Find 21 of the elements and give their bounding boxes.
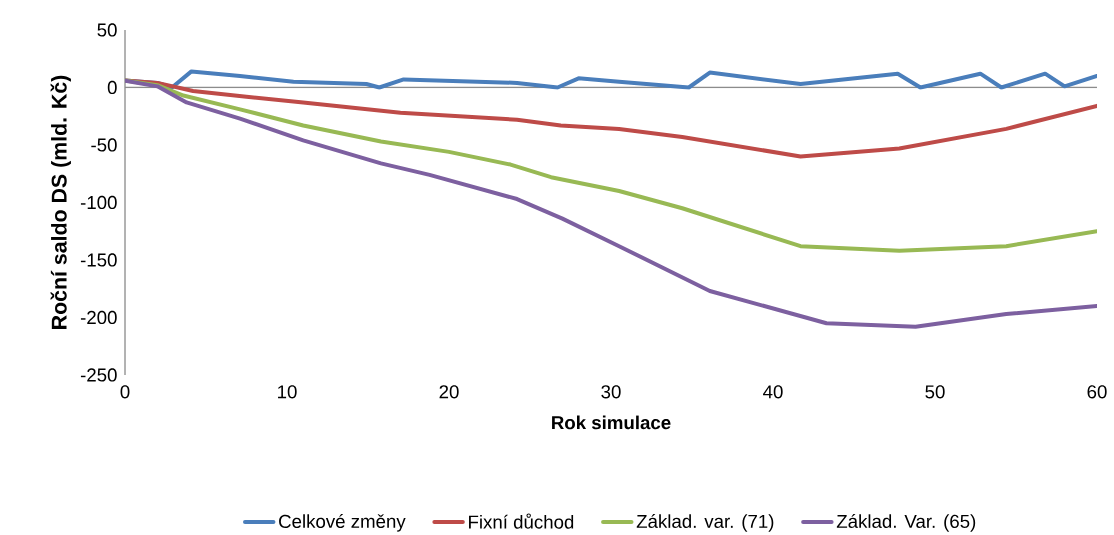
legend-label: Fixní důchod bbox=[469, 513, 574, 529]
y-tick-label: -50 bbox=[91, 138, 117, 152]
x-tick-label: 20 bbox=[439, 385, 459, 399]
legend-label: Celkové změny bbox=[279, 514, 406, 532]
y-tick-label: -200 bbox=[80, 310, 117, 325]
x-tick-label: 30 bbox=[601, 385, 621, 399]
legend-label: Základ. Var. (65) bbox=[836, 514, 976, 532]
y-tick-label: -150 bbox=[80, 253, 117, 267]
x-tick-label: 10 bbox=[278, 385, 297, 399]
line-series bbox=[125, 78, 1097, 329]
x-tick-label: 60 bbox=[1087, 385, 1107, 399]
x-tick-label: 40 bbox=[763, 385, 783, 399]
y-tick-label: 50 bbox=[97, 23, 117, 37]
x-tick-label: 0 bbox=[120, 385, 130, 399]
y-tick-label: -250 bbox=[80, 368, 117, 382]
x-tick-label: 50 bbox=[925, 385, 945, 399]
y-tick-label: 0 bbox=[107, 80, 117, 95]
y-axis-title: Roční saldo DS (mld. Kč) bbox=[50, 75, 71, 329]
x-axis-title: Rok simulace bbox=[552, 415, 671, 430]
legend-label: Základ. var. (71) bbox=[636, 514, 774, 532]
y-tick-label: -100 bbox=[80, 195, 117, 210]
